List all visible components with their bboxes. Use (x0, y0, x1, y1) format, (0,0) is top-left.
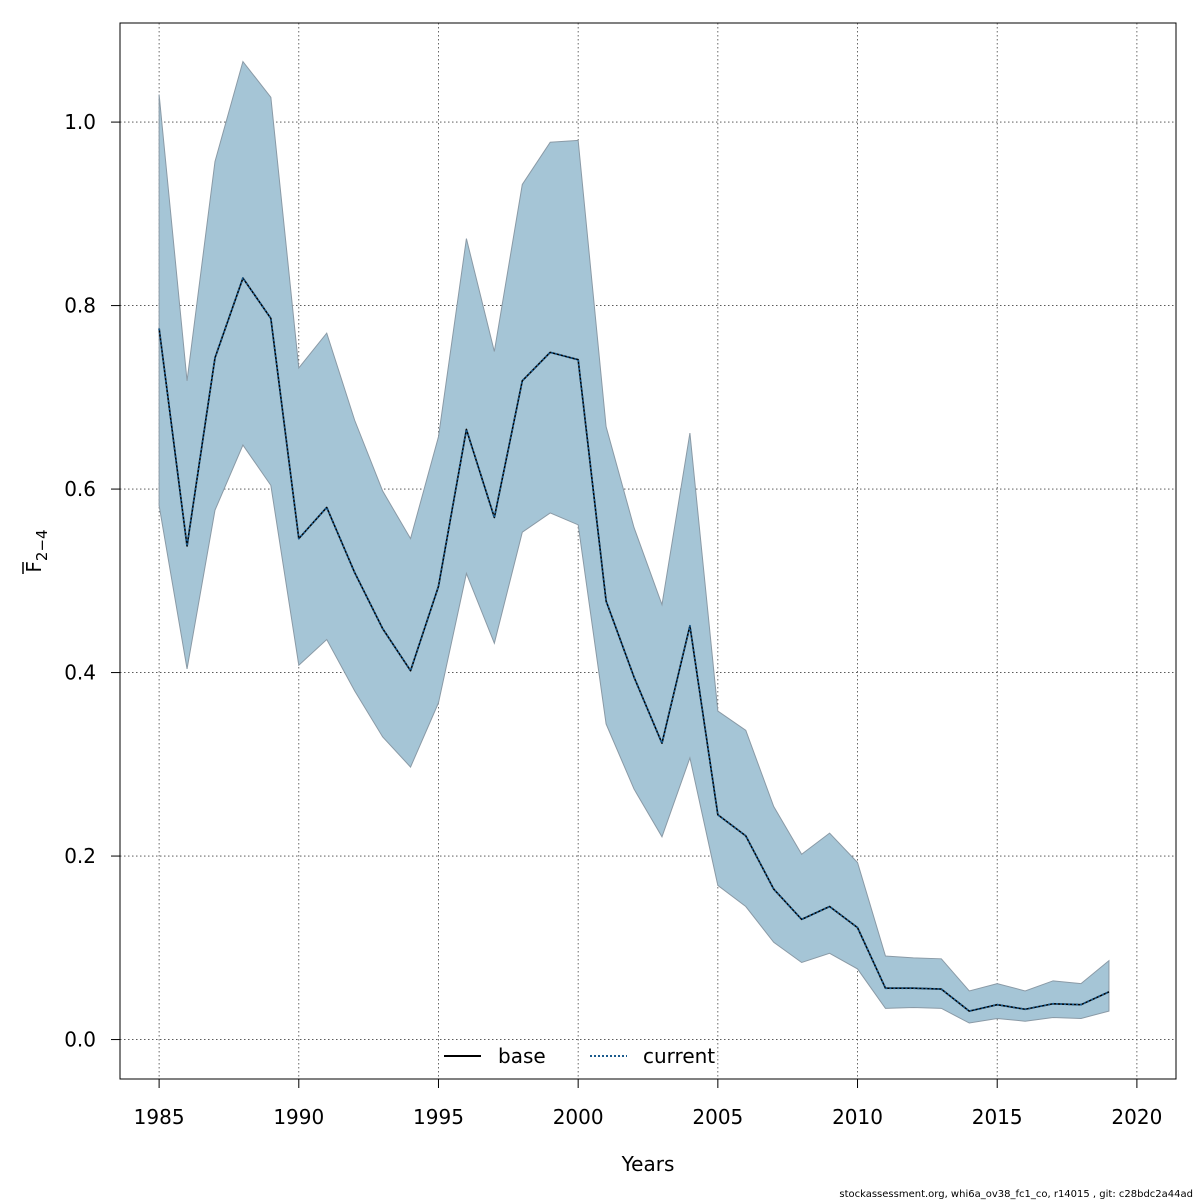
svg-text:F2−4: F2−4 (22, 529, 51, 572)
y-tick-label: 0.4 (64, 661, 96, 685)
y-tick-label: 0.2 (64, 844, 96, 868)
legend: base current (444, 1044, 715, 1068)
x-tick-label: 2015 (972, 1105, 1023, 1129)
y-tick-label: 1.0 (64, 110, 96, 134)
x-tick-label: 1985 (134, 1105, 185, 1129)
x-axis: 1985 1990 1995 2000 2005 2010 2015 2020 (134, 1078, 1162, 1129)
y-axis: 0.0 0.2 0.4 0.6 0.8 1.0 (64, 110, 121, 1052)
x-tick-label: 2005 (692, 1105, 743, 1129)
x-axis-title: Years (621, 1152, 675, 1176)
y-axis-title-base: F (22, 561, 46, 573)
x-tick-label: 2000 (553, 1105, 604, 1129)
y-tick-label: 0.8 (64, 294, 96, 318)
x-tick-label: 2020 (1111, 1105, 1162, 1129)
y-axis-title: F2−4 (22, 529, 51, 574)
legend-label-base: base (498, 1044, 546, 1068)
y-tick-label: 0.0 (64, 1028, 96, 1052)
x-tick-label: 1990 (273, 1105, 324, 1129)
series (158, 277, 1110, 1013)
x-tick-label: 1995 (413, 1105, 464, 1129)
confidence-band (158, 60, 1110, 1024)
x-tick-label: 2010 (832, 1105, 883, 1129)
y-axis-title-subscript: 2−4 (33, 529, 51, 561)
series-line-current (158, 277, 1110, 1013)
footer-note: stockassessment.org, whi6a_ov38_fc1_co, … (839, 1189, 1193, 1200)
legend-label-current: current (643, 1044, 715, 1068)
y-tick-label: 0.6 (64, 477, 96, 501)
confidence-band-area (158, 60, 1110, 1024)
